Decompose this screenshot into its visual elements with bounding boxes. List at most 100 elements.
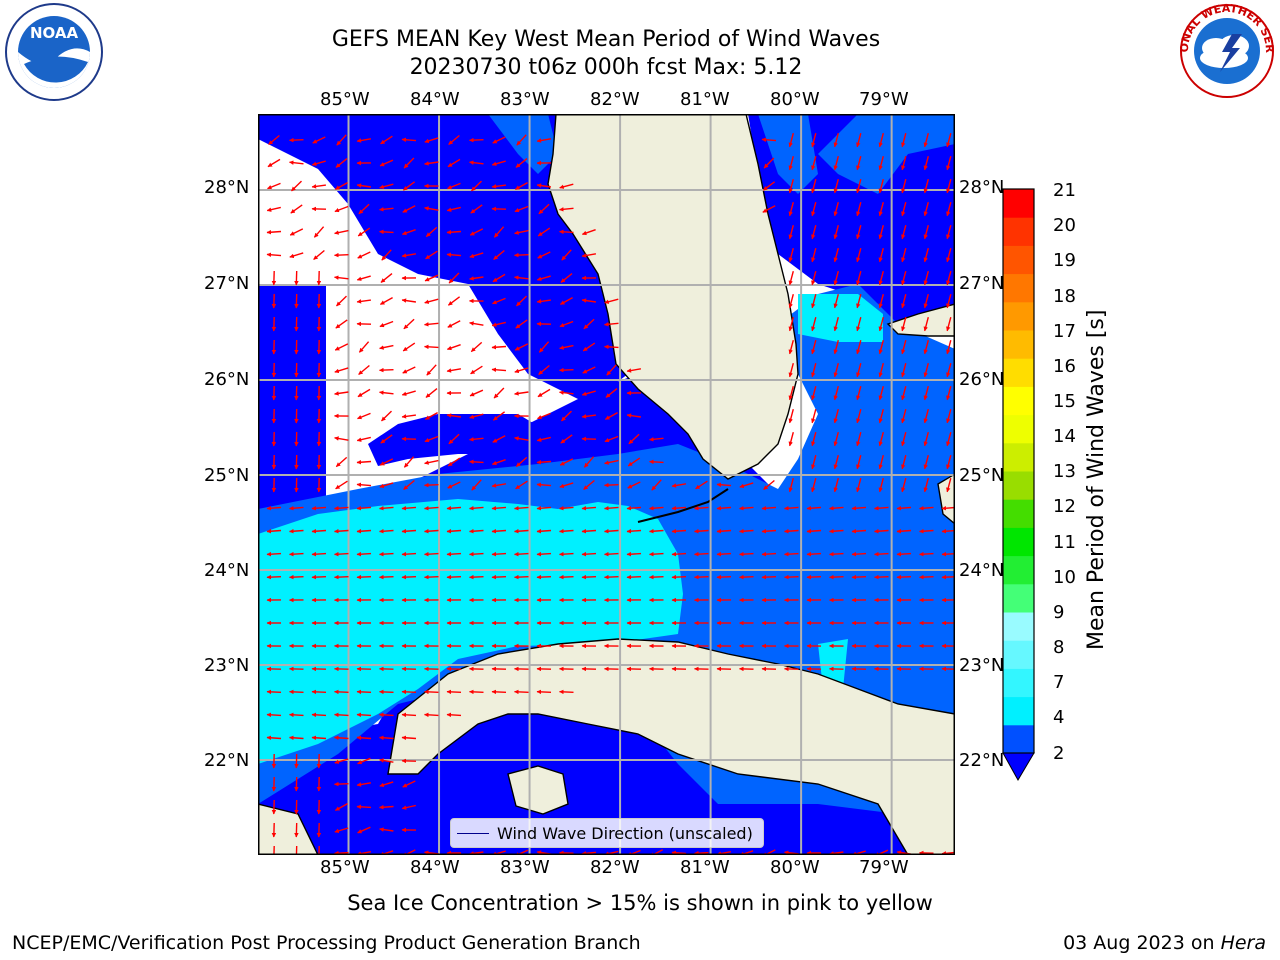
colorbar-swatches — [1003, 189, 1034, 754]
wave-direction-arrow — [788, 478, 794, 493]
wave-direction-arrow — [514, 391, 529, 396]
wave-direction-arrow — [493, 249, 505, 261]
wave-direction-arrow — [537, 412, 551, 420]
wave-direction-arrow — [716, 482, 732, 487]
wave-direction-arrow — [901, 202, 907, 217]
wave-direction-arrow — [380, 135, 393, 145]
wave-direction-arrow — [923, 386, 929, 401]
wave-direction-arrow — [761, 574, 777, 580]
wave-direction-arrow — [762, 205, 776, 213]
wave-direction-arrow — [446, 506, 462, 511]
wave-direction-arrow — [424, 161, 439, 166]
lon-label-bottom-2: 83°W — [500, 857, 550, 878]
lon-label-top-4: 81°W — [680, 89, 730, 110]
wave-direction-arrow — [266, 574, 282, 580]
map-frame — [258, 114, 955, 855]
wave-direction-arrow — [491, 528, 507, 534]
wave-direction-arrow — [604, 435, 619, 443]
colorbar-tick-1: 20 — [1053, 215, 1076, 236]
wave-direction-arrow — [833, 179, 839, 194]
wave-direction-arrow — [537, 227, 551, 237]
wave-direction-arrow — [923, 455, 929, 470]
wave-direction-arrow — [901, 432, 907, 447]
wave-direction-arrow — [536, 551, 552, 557]
wave-direction-arrow — [334, 367, 349, 374]
wave-direction-arrow — [379, 458, 394, 466]
wave-direction-arrow — [856, 432, 862, 447]
colorbar-tick-16: 4 — [1053, 707, 1065, 728]
wave-direction-arrow — [379, 207, 394, 212]
wave-direction-arrow — [628, 433, 640, 445]
wave-direction-arrow — [336, 295, 347, 307]
wave-direction-arrow — [536, 299, 551, 304]
wave-direction-arrow — [313, 249, 325, 261]
noaa-logo-text: NOAA — [30, 24, 79, 42]
wave-direction-arrow — [514, 367, 529, 374]
wave-direction-arrow — [536, 482, 552, 487]
wave-direction-arrow — [356, 299, 371, 304]
lon-label-bottom-4: 81°W — [680, 857, 730, 878]
wave-direction-arrow — [946, 248, 952, 263]
wave-direction-arrow — [356, 459, 372, 465]
wave-direction-arrow — [536, 183, 552, 188]
wave-direction-arrow — [469, 551, 484, 557]
lon-label-bottom-1: 84°W — [410, 857, 460, 878]
wave-direction-arrow — [491, 367, 507, 372]
wave-direction-arrow — [381, 410, 392, 422]
wave-direction-arrow — [266, 506, 282, 511]
wave-direction-arrow — [856, 202, 862, 217]
lon-label-top-0: 85°W — [320, 89, 370, 110]
wave-direction-arrow — [833, 156, 839, 171]
wave-direction-arrow — [266, 206, 281, 212]
legend-label: Wind Wave Direction (unscaled) — [497, 823, 753, 843]
wave-direction-arrow — [334, 758, 349, 764]
wave-direction-arrow — [401, 137, 417, 142]
wave-direction-arrow — [515, 480, 528, 490]
wave-direction-arrow — [788, 133, 794, 148]
colorbar-swatch — [1003, 386, 1034, 416]
lon-label-bottom-3: 82°W — [590, 857, 640, 878]
wave-direction-arrow — [811, 432, 817, 447]
wave-direction-arrow — [266, 551, 282, 557]
wave-direction-arrow — [469, 228, 484, 236]
wave-direction-arrow — [581, 506, 597, 511]
wave-direction-arrow — [856, 317, 862, 332]
wave-direction-arrow — [874, 528, 889, 534]
wave-direction-arrow — [946, 156, 952, 171]
wave-direction-arrow — [402, 780, 416, 788]
wave-direction-arrow — [514, 229, 529, 235]
wave-direction-arrow — [402, 181, 416, 191]
wave-direction-arrow — [833, 363, 839, 378]
wave-direction-arrow — [806, 528, 822, 534]
wave-direction-arrow — [493, 226, 505, 238]
wave-direction-arrow — [581, 414, 596, 419]
wave-direction-arrow — [424, 298, 439, 304]
wave-direction-arrow — [833, 133, 839, 148]
sea-ice-note: Sea Ice Concentration > 15% is shown in … — [347, 891, 933, 915]
wave-direction-arrow — [469, 506, 484, 511]
wave-direction-arrow — [878, 363, 884, 378]
wind-wave-direction-arrows — [266, 133, 955, 855]
wave-direction-arrow — [559, 390, 574, 395]
wave-direction-arrow — [878, 179, 884, 194]
lat-label-right-3: 25°N — [959, 465, 1005, 486]
wave-direction-arrow — [379, 551, 394, 557]
wave-direction-arrow — [739, 506, 754, 511]
wave-direction-arrow — [739, 551, 754, 557]
wave-direction-arrow — [559, 229, 574, 235]
wave-direction-arrow — [581, 390, 596, 396]
wave-direction-arrow — [334, 205, 349, 213]
wave-direction-arrow — [856, 248, 862, 263]
wave-direction-arrow — [470, 204, 483, 214]
wave-direction-arrow — [856, 156, 862, 171]
wave-direction-arrow — [946, 455, 952, 470]
wave-direction-arrow — [788, 271, 794, 286]
wave-direction-arrow — [901, 271, 907, 286]
wave-direction-arrow — [425, 411, 438, 421]
wave-direction-arrow — [811, 156, 817, 171]
wave-direction-arrow — [446, 344, 461, 351]
wave-direction-arrow — [334, 436, 349, 441]
wave-direction-arrow — [514, 528, 529, 534]
wave-direction-arrow — [514, 252, 529, 258]
wave-direction-arrow — [559, 551, 574, 557]
